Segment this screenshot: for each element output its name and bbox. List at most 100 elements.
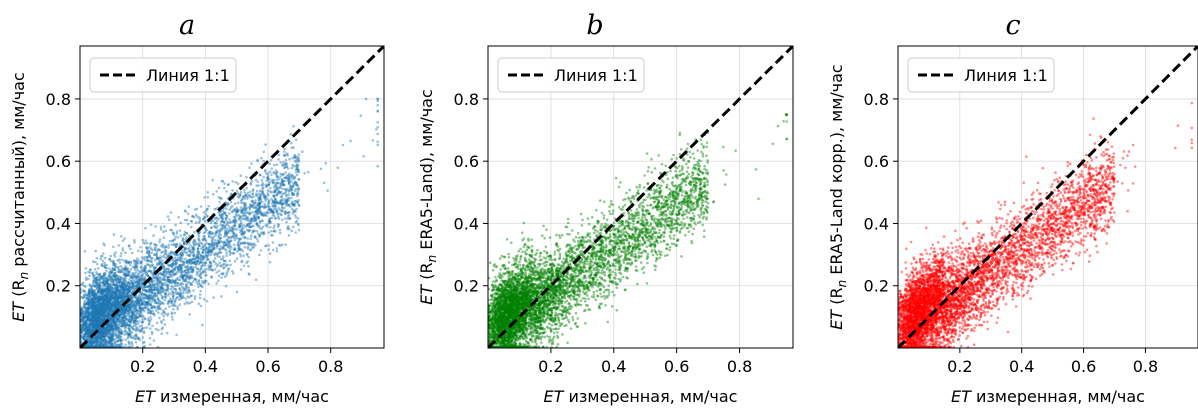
data-point: [222, 255, 225, 258]
data-point: [193, 231, 196, 234]
data-point: [292, 183, 296, 186]
data-point: [82, 289, 86, 293]
data-point: [142, 296, 146, 300]
data-point: [102, 318, 105, 322]
data-point: [255, 237, 259, 241]
data-point: [110, 304, 114, 308]
data-point: [183, 230, 187, 234]
data-point: [228, 208, 231, 211]
data-point: [171, 304, 174, 308]
data-point: [186, 243, 189, 246]
data-point: [121, 320, 124, 323]
data-point: [87, 345, 90, 348]
data-point: [184, 277, 188, 281]
data-point: [223, 235, 226, 239]
data-point: [174, 304, 177, 308]
data-point: [96, 281, 99, 284]
data-point: [112, 296, 115, 300]
data-point: [322, 181, 326, 185]
data-point: [210, 239, 214, 243]
data-point: [212, 296, 215, 299]
data-point: [114, 326, 118, 330]
data-point: [109, 302, 113, 306]
data-point: [138, 314, 142, 318]
data-point: [247, 272, 251, 276]
data-point: [89, 311, 93, 314]
data-point: [92, 302, 95, 306]
data-point: [155, 251, 159, 255]
data-point: [120, 234, 123, 238]
data-point: [92, 311, 95, 315]
data-point: [183, 265, 187, 269]
data-point: [234, 180, 237, 184]
data-point: [303, 172, 306, 175]
data-point: [115, 298, 119, 301]
data-point: [101, 259, 105, 263]
data-point: [107, 329, 111, 332]
data-point: [281, 163, 285, 166]
data-point: [231, 210, 234, 214]
data-point: [258, 234, 261, 238]
data-point: [149, 298, 153, 302]
data-point: [201, 271, 205, 274]
data-point: [236, 237, 239, 240]
data-point: [199, 284, 203, 287]
data-point: [188, 313, 191, 316]
data-point: [179, 221, 183, 225]
data-point: [131, 265, 135, 269]
data-point: [164, 268, 168, 272]
data-point: [148, 343, 152, 346]
data-point: [256, 158, 259, 162]
data-point: [158, 279, 161, 282]
data-point: [140, 324, 143, 328]
data-point: [127, 327, 131, 331]
data-point: [139, 274, 143, 278]
data-point: [162, 314, 165, 318]
data-point: [88, 294, 91, 297]
data-point: [108, 324, 112, 328]
data-point: [233, 248, 237, 251]
data-point: [217, 274, 221, 278]
data-point: [106, 277, 109, 281]
data-point: [132, 319, 136, 323]
data-point: [244, 209, 248, 212]
data-point: [151, 298, 155, 301]
data-point: [167, 268, 171, 271]
data-point: [152, 234, 155, 237]
data-point: [181, 238, 185, 241]
data-point: [170, 243, 174, 246]
data-point: [108, 312, 111, 315]
data-point: [147, 317, 150, 320]
data-point: [138, 299, 142, 303]
data-point: [246, 242, 250, 246]
data-point: [240, 241, 243, 245]
data-point: [236, 210, 240, 214]
data-point: [109, 317, 112, 321]
data-point: [92, 308, 96, 312]
data-point: [185, 275, 189, 279]
data-point: [103, 304, 107, 308]
data-point: [105, 306, 108, 310]
data-point: [123, 259, 126, 263]
data-point: [163, 298, 167, 302]
data-point: [319, 167, 323, 171]
data-point: [146, 293, 149, 297]
data-point: [83, 345, 87, 348]
data-point: [239, 221, 243, 224]
data-point: [200, 257, 203, 261]
data-point: [376, 120, 380, 124]
data-point: [144, 300, 148, 304]
data-point: [294, 210, 297, 213]
data-point: [231, 230, 234, 234]
data-point: [196, 271, 199, 275]
data-point: [146, 302, 149, 306]
data-point: [87, 311, 90, 315]
data-point: [376, 143, 380, 147]
data-point: [120, 298, 123, 301]
data-point: [237, 225, 241, 229]
data-point: [282, 161, 285, 164]
data-point: [157, 328, 160, 332]
data-point: [94, 299, 97, 303]
data-point: [83, 324, 86, 328]
data-point: [99, 315, 103, 318]
